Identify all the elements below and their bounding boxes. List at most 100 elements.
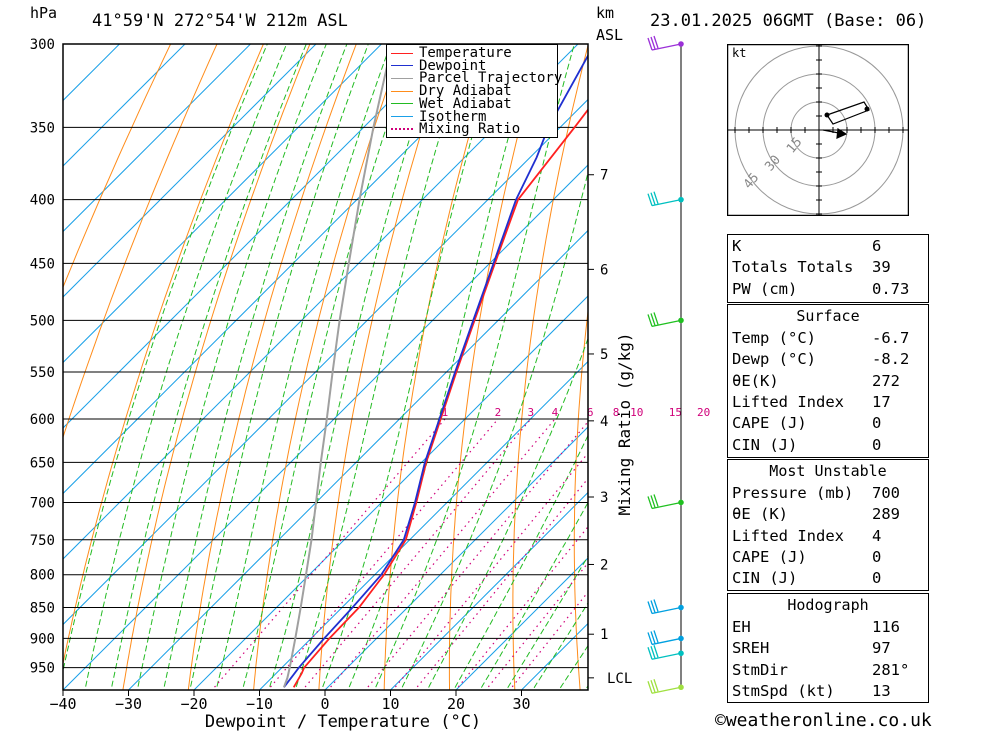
asl-label: ASL [596,26,624,44]
dry-adiabat-line [634,26,685,696]
wet-adiabat-line [162,44,348,690]
legend: Temperature Dewpoint Parcel Trajectory Dry … [386,44,562,138]
dry-adiabat-line [448,44,543,690]
index-value: 0 [872,414,882,433]
index-value: 289 [872,505,900,524]
temperature-profile [292,108,588,688]
mixing-ratio-label: 10 [630,406,643,419]
isotherm-line [455,557,588,690]
index-value: 17 [872,393,891,412]
index-label: Temp (°C) [732,329,816,348]
km-tick-label: 5 [600,347,608,363]
pressure-tick-label: 600 [30,412,55,428]
legend-swatch [391,116,413,117]
legend-label: Mixing Ratio [419,121,521,138]
index-row: Pressure (mb) 700 [728,483,928,504]
km-tick-label: LCL [607,671,632,687]
index-row: CAPE (J) 0 [728,413,928,434]
wind-barb [647,630,682,646]
isotherm-line [63,44,317,298]
index-value: -6.7 [872,329,910,348]
location-title: 41°59'N 272°54'W 212m ASL [92,11,348,31]
isotherm-line [718,44,720,690]
index-label: SREH [732,639,770,658]
index-label: K [732,237,742,256]
index-value: 0 [872,435,882,454]
km-tick-label: 4 [600,414,608,430]
pressure-tick-label: 950 [30,661,55,677]
x-axis-label: Dewpoint / Temperature (°C) [205,712,481,732]
mixing-ratio-line [392,452,588,690]
wet-adiabat-line [321,44,500,690]
x-tick-label: 30 [512,695,530,713]
legend-label: Dry Adiabat [419,83,512,100]
isotherm-line [63,44,382,364]
wind-barb [647,312,682,328]
pressure-tick-label: 700 [30,495,55,511]
wind-barb [647,599,682,615]
index-value: 281° [872,660,910,679]
index-row: Temp (°C) -6.7 [728,328,928,349]
wind-barb [647,645,682,660]
pressure-tick-label: 800 [30,568,55,584]
legend-swatch [391,77,413,79]
wind-barb [647,191,682,207]
index-value: 0 [872,548,882,567]
index-label: Dewp (°C) [732,350,816,369]
legend-item: Mixing Ratio [391,121,521,138]
index-label: StmSpd (kt) [732,682,835,701]
dry-adiabat-line [383,44,497,690]
index-value: 6 [872,237,882,256]
dry-adiabat-line [692,26,721,696]
mixing-ratio-axis-label: Mixing Ratio (g/kg) [615,332,634,515]
mixing-ratio-line [485,561,588,690]
km-tick-label: 1 [600,627,608,643]
mixing-ratio-label: 4 [552,406,559,419]
legend-label: Wet Adiabat [419,95,512,112]
pressure-tick-label: 850 [30,601,55,617]
index-row: SREH 97 [728,638,928,659]
pressure-unit: hPa [30,4,58,22]
pressure-tick-label: 400 [30,193,55,209]
mixing-ratio-label: 20 [697,406,710,419]
copyright: ©weatheronline.co.uk [715,710,932,731]
mixing-ratio-label: 1 [442,406,449,419]
wet-adiabat-line [373,44,575,690]
index-value: 4 [872,526,882,545]
dry-adiabat-line [122,44,311,690]
dry-adiabat-line [253,44,404,690]
mixing-ratio-line [267,418,499,690]
index-label: θE (K) [732,505,788,524]
index-label: StmDir [732,660,788,679]
pressure-tick-label: 550 [30,365,55,381]
legend-item: Dewpoint [391,59,486,73]
isotherm-line [259,360,588,690]
surface-title: Surface [796,307,860,325]
index-label: Totals Totals [732,258,854,277]
mixing-ratio-label: 6 [587,406,594,419]
legend-label: Isotherm [419,108,487,125]
x-tick-label: 20 [447,695,465,713]
index-row: Totals Totals 39 [728,257,928,278]
index-label: Lifted Index [732,526,844,545]
legend-item: Dry Adiabat [391,83,512,100]
legend-swatch [391,103,413,105]
wet-adiabat-line [294,44,469,690]
legend-label: Parcel Trajectory [419,70,563,87]
index-label: PW (cm) [732,279,798,298]
dry-adiabat-line [512,44,588,690]
isotherm-line [63,44,579,560]
isotherm-line [586,688,588,690]
hodograph-point [864,106,870,112]
km-tick-label: 3 [600,490,608,506]
legend-swatch [391,128,413,131]
x-tick-label: −40 [49,695,76,713]
isotherm-line [324,426,588,690]
index-label: CIN (J) [732,569,798,588]
isotherm-line [63,98,588,626]
legend-item: Wet Adiabat [391,95,512,112]
index-value: 13 [872,682,891,701]
dewpoint-profile [283,53,588,688]
